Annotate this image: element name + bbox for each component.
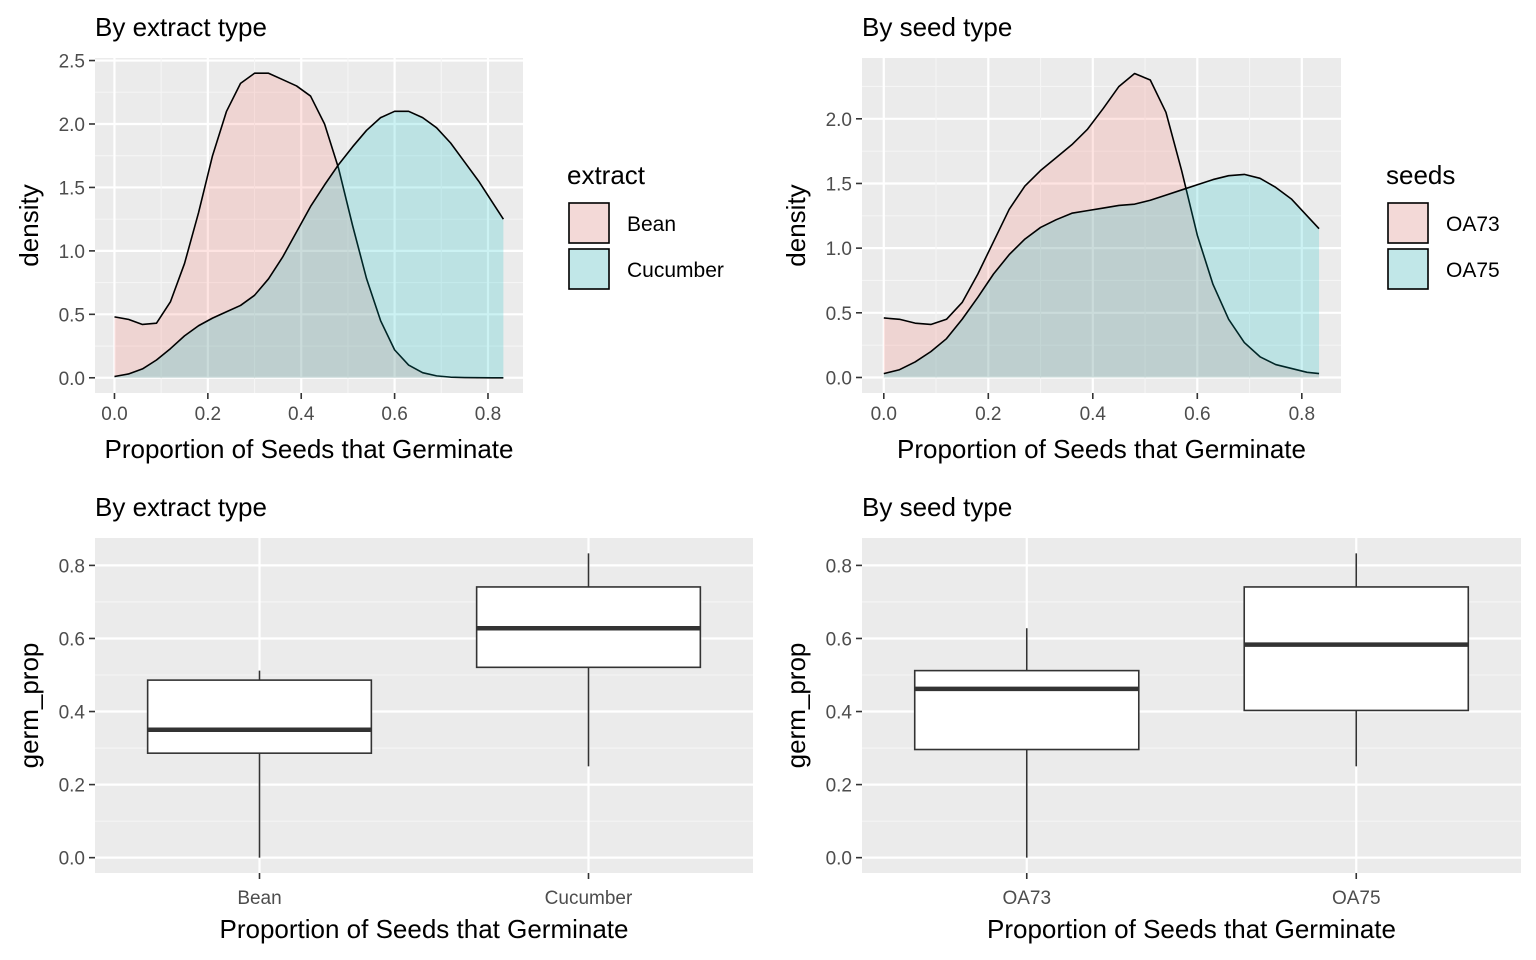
legend-title: extract xyxy=(567,160,646,190)
y-tick-label: 0.8 xyxy=(826,556,852,577)
density-curve-oa75 xyxy=(883,173,1320,375)
y-tick-label: 0.4 xyxy=(826,703,853,724)
x-tick-label: 0.6 xyxy=(381,404,407,425)
panel-background xyxy=(95,58,523,393)
x-tick-label: 0.8 xyxy=(475,404,501,425)
x-tick-label: 0.0 xyxy=(871,404,897,425)
panel-title: By seed type xyxy=(862,12,1012,42)
y-axis-title: germ_prop xyxy=(14,643,44,769)
legend: extract Bean Cucumber xyxy=(567,160,724,290)
y-tick-label: 1.5 xyxy=(826,174,852,195)
box-oa73 xyxy=(913,628,1140,858)
x-tick-label: 0.8 xyxy=(1289,404,1315,425)
density-area-oa75 xyxy=(883,174,1320,378)
y-tick-label: 0.0 xyxy=(59,369,85,390)
panel-box-seeds: 0.0 0.2 0.4 0.6 0.8 OA73 OA75 By seed type Propo… xyxy=(781,492,1521,944)
y-tick-label: 0.5 xyxy=(826,304,852,325)
density-area-cucumber xyxy=(114,111,504,378)
legend-key-background xyxy=(568,202,610,244)
x-tick-label: 0.4 xyxy=(1080,404,1107,425)
y-tick-label: 0.2 xyxy=(59,776,85,797)
y-tick-label: 0.6 xyxy=(59,629,85,650)
y-tick-label: 0.4 xyxy=(59,703,86,724)
legend-key-swatch xyxy=(568,202,610,244)
legend-key-swatch xyxy=(1387,248,1429,290)
legend-item-oa73: OA73 xyxy=(1387,202,1500,244)
x-tick-label: OA75 xyxy=(1332,888,1381,909)
y-tick-label: 1.0 xyxy=(826,239,852,260)
box-oa75 xyxy=(1243,553,1470,767)
legend-label: OA75 xyxy=(1446,259,1500,282)
legend: seeds OA73 OA75 xyxy=(1386,160,1500,290)
x-tick-label: Cucumber xyxy=(545,888,633,909)
y-tick-label: 2.5 xyxy=(59,52,85,73)
y-tick-label: 0.0 xyxy=(826,849,852,870)
y-tick-label: 2.0 xyxy=(59,115,85,136)
panel-title: By extract type xyxy=(95,12,267,42)
y-tick-label: 0.0 xyxy=(826,368,852,389)
y-axis-title: density xyxy=(781,184,811,266)
legend-label: OA73 xyxy=(1446,213,1500,236)
y-tick-label: 0.8 xyxy=(59,556,85,577)
y-tick-label: 0.6 xyxy=(826,629,852,650)
legend-key-swatch xyxy=(568,248,610,290)
legend-title: seeds xyxy=(1386,160,1455,190)
x-axis-title: Proportion of Seeds that Germinate xyxy=(104,434,513,464)
panel-title: By extract type xyxy=(95,492,267,522)
density-curve-cucumber xyxy=(114,110,505,378)
y-tick-label: 1.0 xyxy=(59,242,85,263)
panel-density-extract: 0.0 0.5 1.0 1.5 2.0 2.5 0.0 0.2 0.4 0.6 0.8 By extr… xyxy=(14,12,724,464)
y-tick-label: 0.2 xyxy=(826,776,852,797)
x-tick-label: 0.2 xyxy=(975,404,1001,425)
y-tick-label: 0.0 xyxy=(59,849,85,870)
y-tick-label: 0.5 xyxy=(59,305,85,326)
x-axis-title: Proportion of Seeds that Germinate xyxy=(219,914,628,944)
x-tick-label: 0.0 xyxy=(101,404,127,425)
x-tick-label: Bean xyxy=(237,888,281,909)
panel-box-extract: 0.0 0.2 0.4 0.6 0.8 Bean Cucumber By extract ty… xyxy=(14,492,753,944)
density-curve-oa73 xyxy=(883,72,1320,375)
legend-label: Cucumber xyxy=(627,259,724,282)
legend-item-bean: Bean xyxy=(568,202,676,244)
legend-item-cucumber: Cucumber xyxy=(568,248,724,290)
x-tick-label: 0.2 xyxy=(195,404,221,425)
legend-label: Bean xyxy=(627,213,676,236)
x-axis-title: Proportion of Seeds that Germinate xyxy=(987,914,1396,944)
y-axis-title: density xyxy=(14,184,44,266)
box-bean xyxy=(146,670,373,858)
density-area-oa73 xyxy=(883,73,1320,378)
x-tick-label: OA73 xyxy=(1002,888,1051,909)
legend-key-swatch xyxy=(1387,202,1429,244)
y-axis-title: germ_prop xyxy=(781,643,811,769)
density-area-bean xyxy=(114,73,504,378)
panel-background xyxy=(862,58,1341,393)
y-tick-label: 1.5 xyxy=(59,178,85,199)
legend-key-background xyxy=(568,248,610,290)
x-tick-label: 0.6 xyxy=(1184,404,1210,425)
legend-key-background xyxy=(1387,202,1429,244)
panel-density-seeds: 0.0 0.5 1.0 1.5 2.0 0.0 0.2 0.4 0.6 0.8 By seed ty… xyxy=(781,12,1500,464)
box-iqr xyxy=(146,679,373,754)
y-tick-label: 2.0 xyxy=(826,110,852,131)
x-tick-label: 0.4 xyxy=(288,404,315,425)
box-iqr xyxy=(913,669,1140,751)
box-cucumber xyxy=(475,553,702,767)
panel-title: By seed type xyxy=(862,492,1012,522)
legend-key-background xyxy=(1387,248,1429,290)
legend-item-oa75: OA75 xyxy=(1387,248,1500,290)
box-iqr xyxy=(1243,586,1470,712)
density-curve-bean xyxy=(114,72,504,379)
x-axis-title: Proportion of Seeds that Germinate xyxy=(897,434,1306,464)
